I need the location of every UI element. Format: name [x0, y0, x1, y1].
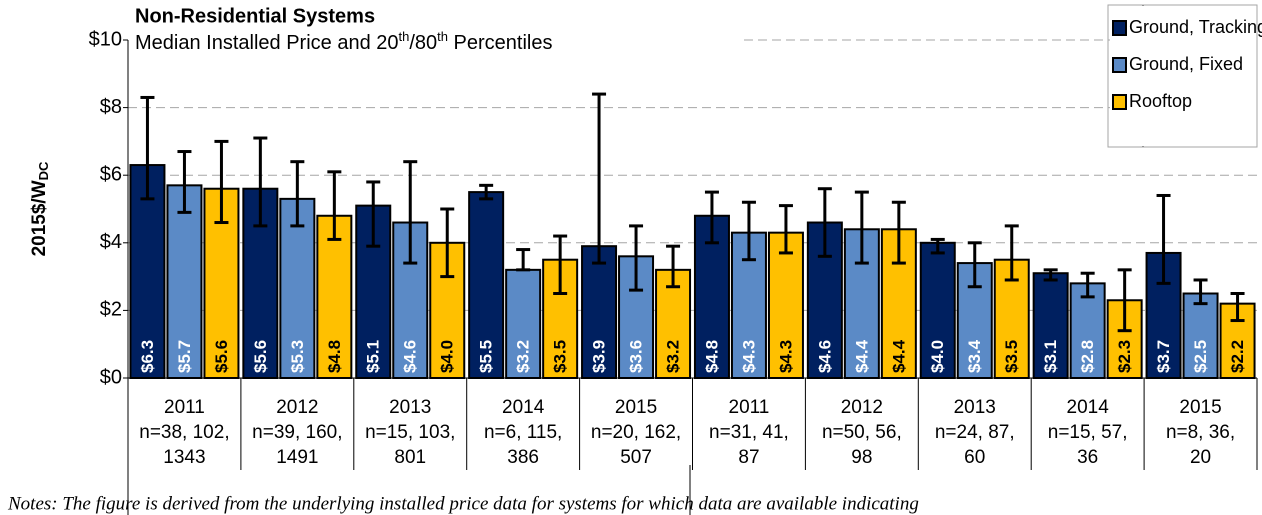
value-label: $4.3: [739, 340, 758, 373]
value-label: $5.1: [364, 340, 383, 373]
x-tick-label: 2014: [502, 397, 545, 418]
legend-bg: [1110, 6, 1256, 146]
subtitle-part: Percentiles: [448, 32, 553, 54]
bar: [468, 191, 505, 379]
value-label: $2.8: [1078, 340, 1097, 373]
legend-frame: [1107, 4, 1258, 148]
x-tick-label: 2015: [1179, 397, 1221, 418]
bar: [1069, 282, 1106, 379]
value-label: $4.8: [702, 340, 721, 373]
x-tick-label: 2014: [1067, 397, 1110, 418]
value-label: $4.3: [776, 340, 795, 373]
x-tick-label: 2013: [954, 397, 996, 418]
y-tick-label: $4: [100, 231, 122, 253]
bar: [767, 231, 804, 379]
value-label: $5.3: [288, 340, 307, 373]
value-label: $3.6: [627, 340, 646, 373]
value-label: $3.1: [1041, 340, 1060, 373]
x-tick-label: 2013: [389, 397, 431, 418]
value-label: $3.2: [514, 340, 533, 373]
x-tick-label: n=20, 162,: [591, 422, 681, 443]
value-label: $3.5: [551, 340, 570, 373]
x-tick-label: n=6, 115,: [484, 422, 562, 443]
subtitle-part: /80: [409, 32, 437, 54]
x-tick-label: 2012: [276, 397, 318, 418]
legend-label: Ground, Fixed: [1129, 54, 1243, 74]
x-tick-label: n=24, 87,: [935, 422, 1015, 443]
value-label: $2.3: [1115, 340, 1134, 373]
value-label: $4.4: [889, 339, 908, 373]
legend-label: Ground, Tracking: [1129, 17, 1262, 37]
value-label: $4.6: [815, 340, 834, 373]
value-label: $4.0: [438, 340, 457, 373]
value-label: $2.2: [1228, 340, 1247, 373]
x-tick-label: 87: [738, 447, 759, 468]
x-tick-label: n=8, 36,: [1166, 422, 1235, 443]
value-label: $4.6: [401, 340, 420, 373]
value-label: $2.5: [1191, 340, 1210, 373]
legend-swatch: [1112, 57, 1127, 73]
x-tick-label: 1491: [276, 447, 318, 468]
y-tick-label: $2: [100, 299, 122, 321]
chart-title: Non-Residential Systems: [135, 5, 375, 27]
subtitle-part: Median Installed Price and 20: [135, 32, 399, 54]
value-label: $4.0: [928, 340, 947, 373]
value-label: $6.3: [138, 340, 157, 373]
chart-subtitle: Median Installed Price and 20th/80th Per…: [135, 29, 553, 54]
value-label: $3.4: [965, 339, 984, 373]
x-tick-label: n=50, 56,: [822, 422, 902, 443]
x-tick-label: 1343: [163, 447, 205, 468]
x-tick-label: n=38, 102,: [139, 422, 229, 443]
subtitle-part: th: [437, 29, 448, 44]
value-label: $4.8: [325, 340, 344, 373]
bar: [993, 258, 1030, 380]
value-label: $3.5: [1002, 340, 1021, 373]
legend-swatch: [1112, 94, 1127, 110]
bar: [1182, 292, 1219, 379]
value-label: $5.6: [212, 340, 231, 373]
value-label: $4.4: [852, 339, 871, 373]
y-label-main: 2015$/W: [29, 180, 50, 256]
bar: [919, 241, 956, 379]
bar: [505, 268, 542, 379]
y-tick-label: $10: [89, 28, 122, 50]
x-tick-label: n=39, 160,: [252, 422, 342, 443]
x-tick-label: 36: [1077, 447, 1098, 468]
x-tick-label: 20: [1190, 447, 1211, 468]
x-tick-label: n=31, 41,: [709, 422, 789, 443]
value-label: $5.7: [175, 340, 194, 373]
x-tick-label: 2012: [841, 397, 883, 418]
y-tick-label: $6: [100, 163, 122, 185]
x-tick-label: 386: [507, 447, 539, 468]
legend-swatch: [1112, 20, 1127, 36]
bar: [279, 197, 316, 379]
bar: [1032, 272, 1069, 379]
value-label: $5.6: [251, 340, 270, 373]
legend-label: Rooftop: [1129, 91, 1192, 111]
x-tick-label: 2011: [729, 397, 770, 418]
title-box: [120, 2, 740, 72]
value-label: $3.9: [590, 340, 609, 373]
x-tick-label: 507: [620, 447, 652, 468]
x-tick-label: 2015: [615, 397, 657, 418]
y-axis-label: 2015$/WDC: [29, 161, 51, 256]
x-tick-label: 801: [394, 447, 426, 468]
x-tick-label: 2011: [164, 397, 205, 418]
x-tick-label: 60: [964, 447, 985, 468]
value-label: $3.7: [1154, 340, 1173, 373]
x-tick-label: n=15, 103,: [365, 422, 455, 443]
y-tick-label: $8: [100, 96, 122, 118]
value-label: $3.2: [664, 340, 683, 373]
subtitle-part: th: [399, 29, 410, 44]
x-tick-label: n=15, 57,: [1048, 422, 1128, 443]
y-label-sub: DC: [36, 161, 51, 180]
bar: [581, 245, 618, 379]
x-tick-label: 98: [851, 447, 872, 468]
value-label: $5.5: [477, 340, 496, 373]
y-tick-label: $0: [100, 366, 122, 388]
note: Notes: The figure is derived from the un…: [7, 493, 919, 514]
